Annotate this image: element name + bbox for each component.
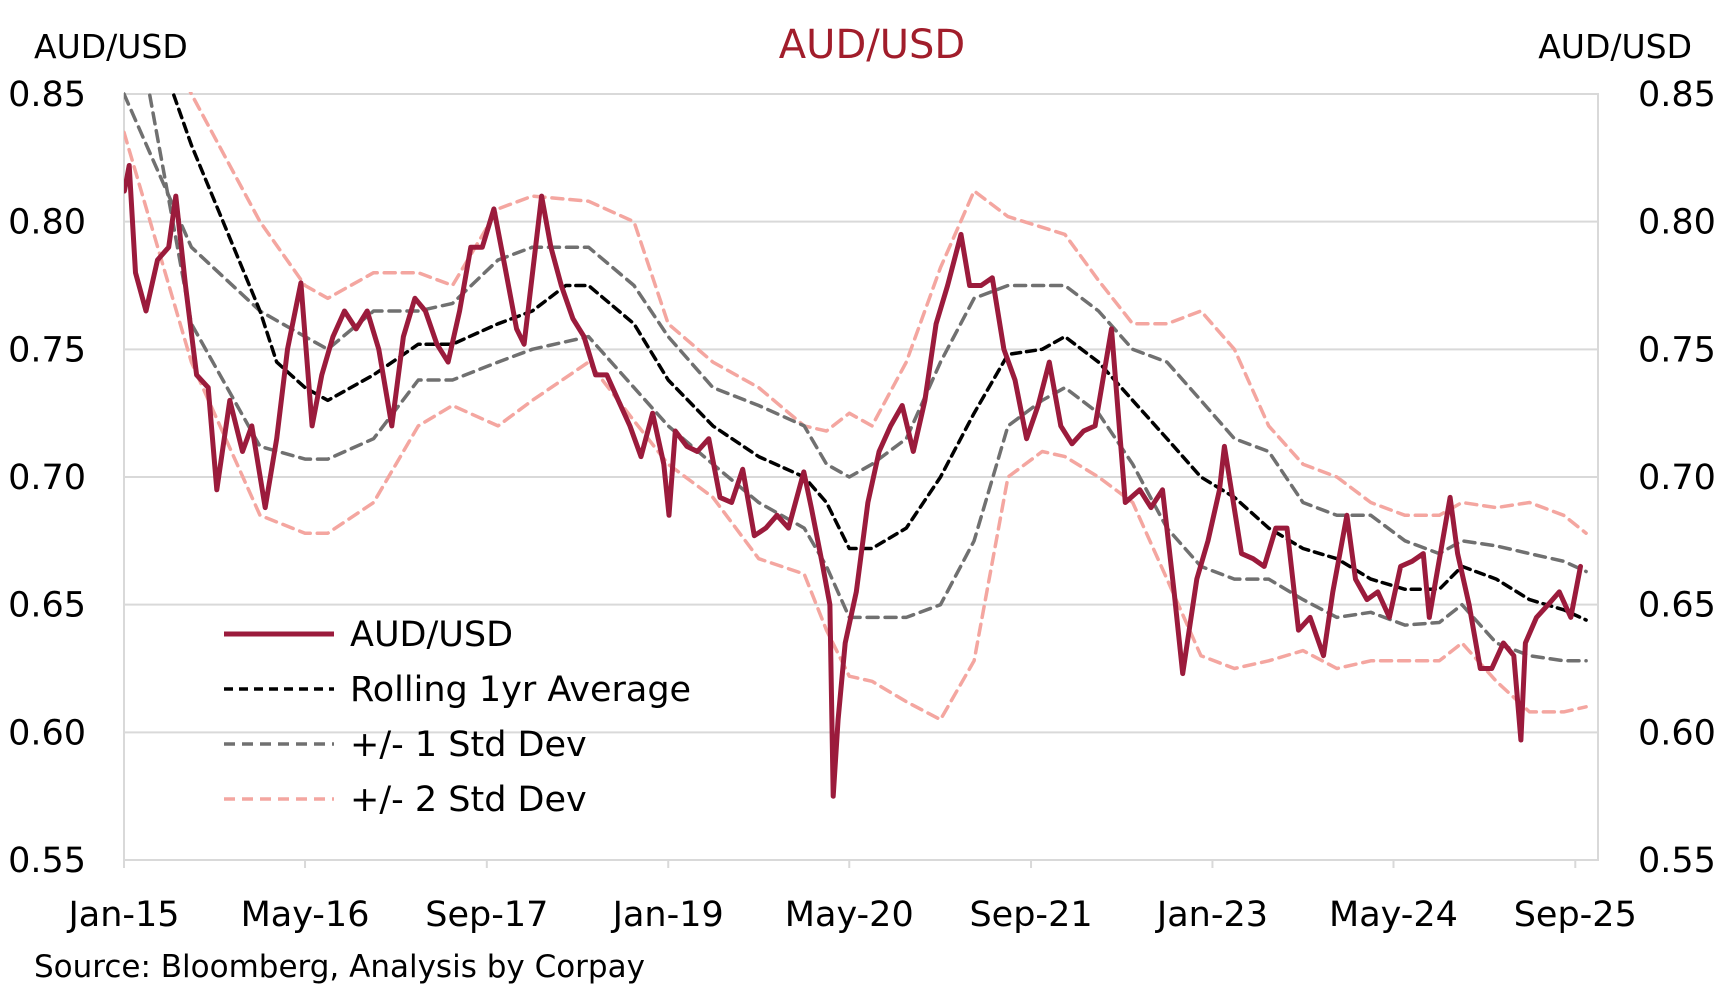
x-tick-label: May-24 bbox=[1329, 895, 1458, 935]
rolling-average-line bbox=[170, 92, 1588, 622]
y-tick-label-left: 0.65 bbox=[8, 586, 86, 626]
aud-usd-line bbox=[124, 163, 1583, 799]
series-layer bbox=[124, 92, 1588, 799]
y-axis-right-ticks: 0.85 0.80 0.75 0.70 0.65 0.60 0.55 bbox=[1638, 75, 1716, 881]
y-tick-label-right: 0.60 bbox=[1638, 713, 1716, 753]
x-tick-label: May-20 bbox=[785, 895, 914, 935]
legend-label-std1: +/- 1 Std Dev bbox=[350, 725, 587, 765]
legend-label-std2: +/- 2 Std Dev bbox=[350, 780, 587, 820]
y-tick-label-left: 0.85 bbox=[8, 75, 86, 115]
y-tick-label-left: 0.75 bbox=[8, 330, 86, 370]
x-tick-label: Sep-21 bbox=[969, 895, 1092, 935]
y-tick-label-left: 0.60 bbox=[8, 713, 86, 753]
x-tick-label: Jan-15 bbox=[66, 895, 179, 935]
std2-lower-line bbox=[124, 130, 1588, 722]
plot-frame bbox=[123, 93, 1599, 861]
source-note: Source: Bloomberg, Analysis by Corpay bbox=[34, 949, 645, 985]
chart-title: AUD/USD bbox=[779, 22, 965, 68]
x-tick-label: Sep-17 bbox=[425, 895, 548, 935]
x-axis-ticks: Jan-15 May-16 Sep-17 Jan-19 May-20 Sep-21 Jan-… bbox=[66, 860, 1637, 935]
x-tick-label: Sep-25 bbox=[1514, 895, 1637, 935]
y-tick-label-left: 0.55 bbox=[8, 841, 86, 881]
legend: AUD/USD Rolling 1yr Average +/- 1 Std Dev +… bbox=[224, 615, 691, 820]
y-tick-label-right: 0.75 bbox=[1638, 330, 1716, 370]
std1-lower-line bbox=[147, 92, 1588, 663]
std2-upper-line bbox=[188, 92, 1588, 535]
y-axis-left-ticks: 0.85 0.80 0.75 0.70 0.65 0.60 0.55 bbox=[8, 75, 86, 881]
y-tick-label-left: 0.70 bbox=[8, 458, 86, 498]
y-tick-label-right: 0.55 bbox=[1638, 841, 1716, 881]
x-tick-label: May-16 bbox=[241, 895, 370, 935]
x-tick-label: Jan-19 bbox=[611, 895, 724, 935]
x-tick-label: Jan-23 bbox=[1155, 895, 1268, 935]
left-axis-title: AUD/USD bbox=[34, 27, 188, 66]
y-tick-label-right: 0.70 bbox=[1638, 458, 1716, 498]
y-tick-label-right: 0.65 bbox=[1638, 586, 1716, 626]
y-tick-label-right: 0.85 bbox=[1638, 75, 1716, 115]
y-tick-label-left: 0.80 bbox=[8, 203, 86, 243]
right-axis-title: AUD/USD bbox=[1538, 27, 1692, 66]
y-tick-label-right: 0.80 bbox=[1638, 203, 1716, 243]
legend-label-avg: Rolling 1yr Average bbox=[350, 670, 691, 710]
legend-label-aud: AUD/USD bbox=[350, 615, 513, 655]
